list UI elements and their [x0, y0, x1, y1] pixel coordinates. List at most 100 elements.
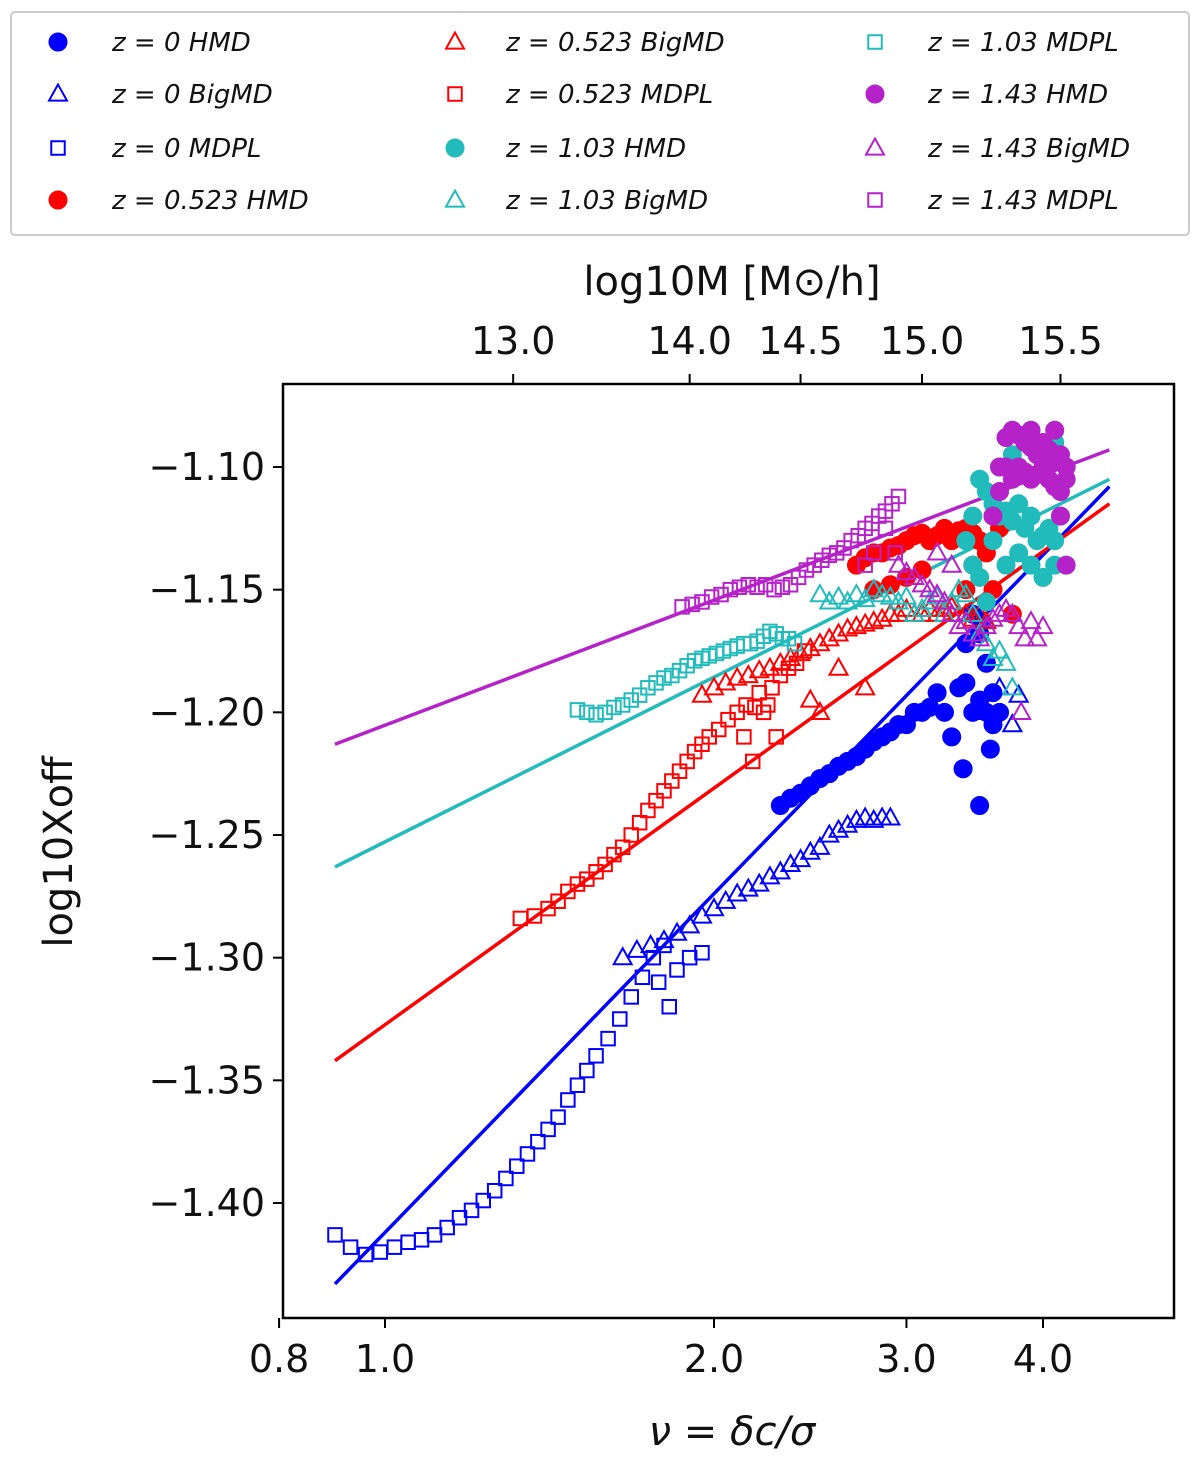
data-point	[703, 589, 720, 605]
data-point	[1026, 627, 1048, 647]
legend-label: z = 1.43 MDPL	[927, 186, 1119, 216]
data-point	[995, 651, 1017, 671]
data-point	[890, 488, 907, 505]
data-point	[955, 610, 977, 630]
data-point	[569, 876, 586, 892]
data-point	[1021, 420, 1041, 440]
data-point	[799, 637, 822, 657]
data-point	[694, 945, 710, 961]
data-point	[530, 1133, 546, 1150]
data-point	[877, 520, 894, 537]
data-point	[948, 614, 970, 635]
data-point	[579, 1062, 595, 1079]
series-z-0-mdpl	[327, 937, 710, 1263]
data-point	[918, 578, 941, 598]
top-tick-label: 15.5	[1018, 319, 1103, 363]
data-point	[865, 545, 882, 561]
data-point	[863, 610, 885, 630]
legend-label: z = 0 MDPL	[111, 134, 261, 164]
data-point	[713, 586, 729, 603]
data-point	[475, 1192, 492, 1209]
legend-label: z = 1.43 HMD	[927, 80, 1108, 110]
series-z-0-523-bigmd	[691, 595, 998, 720]
data-point	[550, 1109, 566, 1125]
data-point	[486, 1182, 503, 1199]
series-z-0-523-mdpl	[512, 643, 813, 927]
data-point	[669, 962, 685, 978]
data-point	[926, 541, 948, 561]
data-point	[674, 599, 690, 615]
data-point	[1045, 420, 1065, 440]
data-point	[710, 721, 727, 738]
data-point	[650, 974, 667, 990]
data-point	[857, 557, 873, 573]
plot-frame	[281, 382, 1176, 1320]
legend-marker-circle	[48, 32, 68, 52]
x-tick-label: 0.8	[249, 1337, 309, 1381]
data-point	[845, 583, 868, 603]
y-tick-label: −1.40	[149, 1181, 265, 1225]
legend-label: z = 1.03 HMD	[505, 134, 686, 164]
data-point	[769, 651, 792, 671]
data-point	[827, 622, 850, 642]
data-point	[983, 506, 1003, 526]
data-point	[760, 697, 776, 713]
data-point	[911, 573, 933, 593]
data-point	[799, 840, 822, 860]
y-tick-label: −1.35	[149, 1058, 265, 1102]
y-tick-label: −1.20	[149, 690, 265, 734]
data-point	[927, 683, 947, 703]
series-z-1-43-bigmd	[887, 541, 1054, 720]
data-point	[818, 590, 840, 610]
data-point	[1010, 700, 1032, 720]
legend-item-z-0-523-mdpl: z = 0.523 MDPL	[447, 80, 713, 110]
series-z-1-03-bigmd	[809, 578, 1024, 696]
data-point	[780, 660, 797, 676]
data-point	[975, 632, 998, 652]
data-point	[863, 578, 885, 598]
data-point	[970, 796, 990, 816]
data-point	[996, 555, 1016, 575]
data-point	[463, 1202, 480, 1219]
top-tick-label: 15.0	[880, 319, 965, 363]
series-z-1-43-hmd	[983, 420, 1076, 575]
data-point	[863, 808, 885, 828]
data-point	[809, 583, 831, 603]
data-point	[569, 1077, 586, 1093]
data-point	[879, 806, 902, 826]
legend-item-z-0-523-hmd: z = 0.523 HMD	[48, 186, 309, 216]
data-point	[789, 641, 812, 662]
data-point	[926, 583, 948, 603]
data-point	[774, 579, 791, 595]
legend-marker-circle	[445, 138, 465, 158]
legend-label: z = 0 HMD	[111, 28, 251, 58]
data-point	[1001, 713, 1024, 733]
data-point	[372, 1244, 388, 1260]
legend-label: z = 1.43 BigMD	[927, 134, 1130, 164]
data-point	[656, 670, 672, 686]
axes: 0.8 1.0 2.0 3.0 4.0 −1.40 −1.35 −1.30 −1.25 −1.20…	[149, 319, 1103, 1381]
data-point	[597, 704, 613, 721]
data-point	[827, 818, 850, 838]
data-point	[779, 646, 802, 666]
data-point	[887, 590, 910, 610]
data-point	[962, 602, 984, 622]
data-point	[550, 893, 566, 909]
data-point	[634, 969, 651, 986]
data-point	[941, 602, 963, 622]
data-point	[933, 590, 956, 610]
data-point	[597, 856, 613, 873]
data-point	[400, 1234, 416, 1251]
x-tick-label: 1.0	[355, 1337, 415, 1381]
data-point	[1021, 506, 1041, 526]
data-point	[953, 759, 973, 779]
x-tick-label: 3.0	[876, 1337, 936, 1381]
legend-box	[10, 11, 1190, 236]
data-point	[788, 655, 805, 672]
data-point	[903, 602, 925, 622]
data-point	[606, 699, 622, 716]
data-point	[970, 567, 990, 587]
legend-label: z = 0.523 MDPL	[505, 80, 713, 110]
data-point	[648, 675, 664, 691]
legend-marker-circle	[865, 84, 885, 104]
